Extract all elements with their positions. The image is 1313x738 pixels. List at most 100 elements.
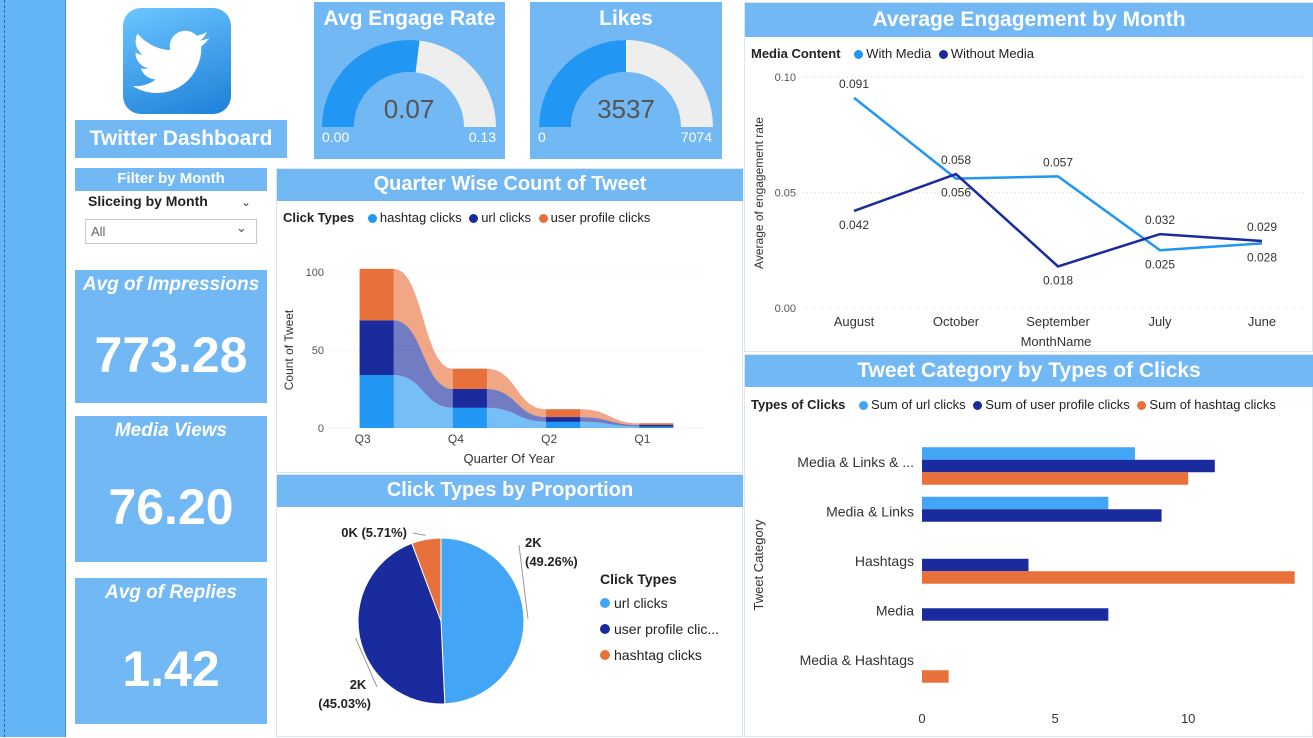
chart-title: Quarter Wise Count of Tweet [373,173,647,195]
data-label: 0.091 [839,77,869,91]
legend-item: Sum of user profile clicks [985,397,1130,412]
legend-dot [538,214,548,223]
legend-label: hashtag clicks [614,647,702,663]
data-label: 0.025 [1145,257,1175,271]
category-chart-panel: Tweet Category by Types of Clicks Types … [744,354,1313,737]
area-segment [639,426,674,428]
chart-legend: Types of Clicks Sum of url clicks Sum of… [751,397,1276,412]
area-ribbon-url-clicks [359,320,674,427]
area-segment [452,389,487,408]
area-segment [452,368,487,389]
bar [922,670,949,683]
gauge-min-label: 0.00 [322,129,349,145]
kpi-title: Avg of Impressions [82,274,260,295]
pie-data-pct: (45.03%) [318,696,371,711]
x-axis-label: Quarter Of Year [463,451,555,466]
data-label: 0.018 [1043,273,1073,287]
legend-item: user profile clic... [600,621,719,637]
kpi-value: 76.20 [108,479,234,535]
pie-data-label: 0K (5.71%) [341,525,407,540]
line-chart: 0.00 0.05 0.10 Average of engagement rate Au… [752,72,1305,349]
area-segment [546,417,581,422]
area-segment [359,374,394,428]
series-line-Without-Media [853,172,1263,268]
kpi-card-impressions: Avg of Impressions 773.28 [75,270,267,403]
twitter-logo [123,8,231,114]
kpi-value: 1.42 [122,641,220,697]
data-label: 0.042 [839,218,869,232]
gauge-chart: 0.07 0.00 0.13 [322,40,496,145]
data-label: 0.028 [1247,250,1277,264]
x-tick-label: July [1148,314,1172,329]
legend-title: Click Types [283,210,355,225]
chevron-down-icon[interactable]: ⌄ [241,195,252,209]
x-tick-label: 5 [1051,711,1058,726]
y-tick-label: 50 [312,345,324,357]
kpi-card-replies: Avg of Replies 1.42 [75,578,267,724]
x-axis-label: MonthName [1021,334,1092,349]
pie-leader-line [518,544,529,620]
y-tick-label: Media & Hashtags [800,652,914,668]
x-tick-label: June [1248,314,1276,329]
y-tick-label: 0.00 [775,303,796,315]
area-segment [452,407,487,428]
pie-chart-panel: Click Types by Proportion 2K (49.26%) 2K (4… [276,474,743,737]
pie-leader-line [355,638,378,688]
legend-item: hashtag clicks [600,647,719,663]
y-tick-label: Media [876,603,914,619]
legend-dot [1137,401,1147,410]
x-tick-label: Q4 [448,432,464,446]
month-dropdown[interactable]: All ⌄ [85,219,257,244]
legend-item: With Media [866,46,932,61]
x-tick-label: Q3 [355,432,371,446]
left-sidebar [0,0,66,737]
gauge-min-label: 0 [538,129,546,145]
data-label: 0.058 [941,153,971,167]
pie-data-pct: (49.26%) [525,554,578,569]
chart-header: Average Engagement by Month [745,3,1313,37]
dashboard-title: Twitter Dashboard [89,127,273,150]
chart-header: Tweet Category by Types of Clicks [745,355,1313,387]
legend-item: user profile clicks [550,210,651,225]
chart-title: Click Types by Proportion [386,479,634,501]
filter-label: Sliceing by Month [88,193,208,209]
legend-dot [973,401,983,410]
twitter-bird-icon [132,30,210,93]
x-tick-label: Q2 [541,432,557,446]
x-tick-label: Q1 [634,432,650,446]
x-tick-label: 0 [918,711,925,726]
chevron-down-icon: ⌄ [236,221,247,236]
area-ribbon-hashtag-clicks [359,374,674,428]
bar [922,558,1029,572]
legend-dot [854,50,864,59]
gauge-max-label: 7074 [681,129,712,145]
legend-item: url clicks [600,595,719,611]
area-segment [546,409,581,418]
gauge-title: Avg Engage Rate [323,7,496,30]
legend-title: Types of Clicks [751,397,846,412]
engagement-chart-panel: Average Engagement by Month Media Conten… [744,2,1313,352]
kpi-title: Media Views [114,420,228,441]
pie-slice [357,542,446,705]
y-axis-label: Count of Tweet [282,309,296,390]
chart-title: Tweet Category by Types of Clicks [857,359,1201,382]
chart-title: Average Engagement by Month [872,8,1186,31]
bar [922,459,1215,473]
bar-chart: Media & Links & ... Media & Links Hashtags… [751,447,1295,726]
gauge-engage-rate: Avg Engage Rate 0.07 0.00 0.13 [314,2,505,159]
area-segment [546,421,581,428]
gauge-fill [539,40,626,127]
bar [922,472,1189,485]
kpi-title: Avg of Replies [105,582,237,603]
legend-label: url clicks [614,595,668,611]
legend-dot [938,50,948,59]
gauge-value: 0.07 [384,94,435,124]
x-tick-label: October [933,314,980,329]
x-tick-label: September [1026,314,1090,329]
data-label: 0.032 [1145,213,1175,227]
pie-slice [411,537,442,622]
legend-dot [859,401,869,410]
legend-item: Sum of hashtag clicks [1149,397,1276,412]
pie-data-label: 2K [350,677,367,692]
y-tick-label: Media & Links [826,504,914,520]
